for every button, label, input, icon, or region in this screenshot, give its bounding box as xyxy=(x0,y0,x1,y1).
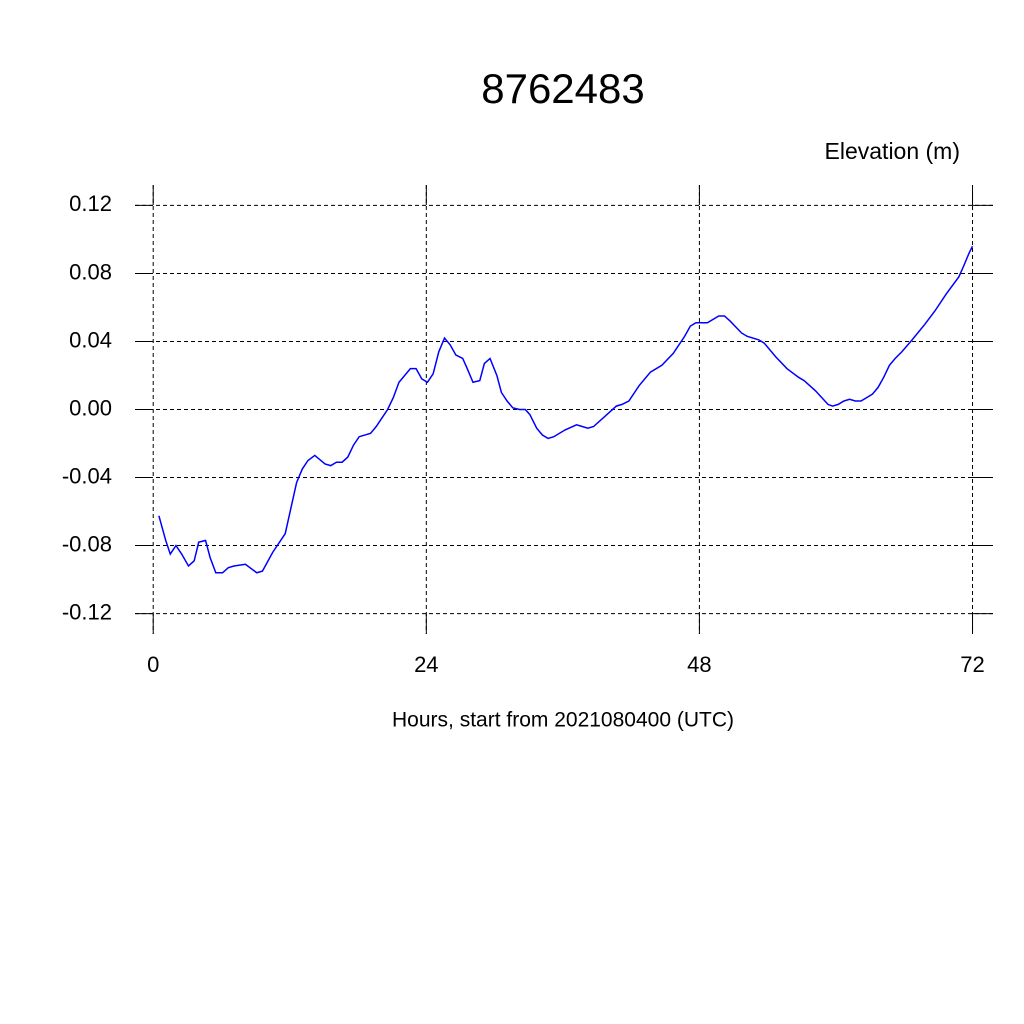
x-tick-label: 24 xyxy=(414,652,438,677)
y-tick-label: -0.04 xyxy=(62,463,112,488)
x-axis-label: Hours, start from 2021080400 (UTC) xyxy=(392,709,734,732)
y-tick-label: -0.12 xyxy=(62,599,112,624)
x-tick-label: 48 xyxy=(687,652,711,677)
y-axis-label: Elevation (m) xyxy=(825,138,960,164)
y-tick-label: 0.08 xyxy=(69,259,112,284)
y-tick-label: 0.04 xyxy=(69,327,112,352)
y-tick-label: 0.12 xyxy=(69,191,112,216)
x-tick-label: 0 xyxy=(147,652,159,677)
y-tick-label: 0.00 xyxy=(69,395,112,420)
data-line xyxy=(158,245,974,574)
chart-title: 8762483 xyxy=(481,65,645,112)
y-tick-label: -0.08 xyxy=(62,531,112,556)
x-tick-label: 72 xyxy=(960,652,984,677)
